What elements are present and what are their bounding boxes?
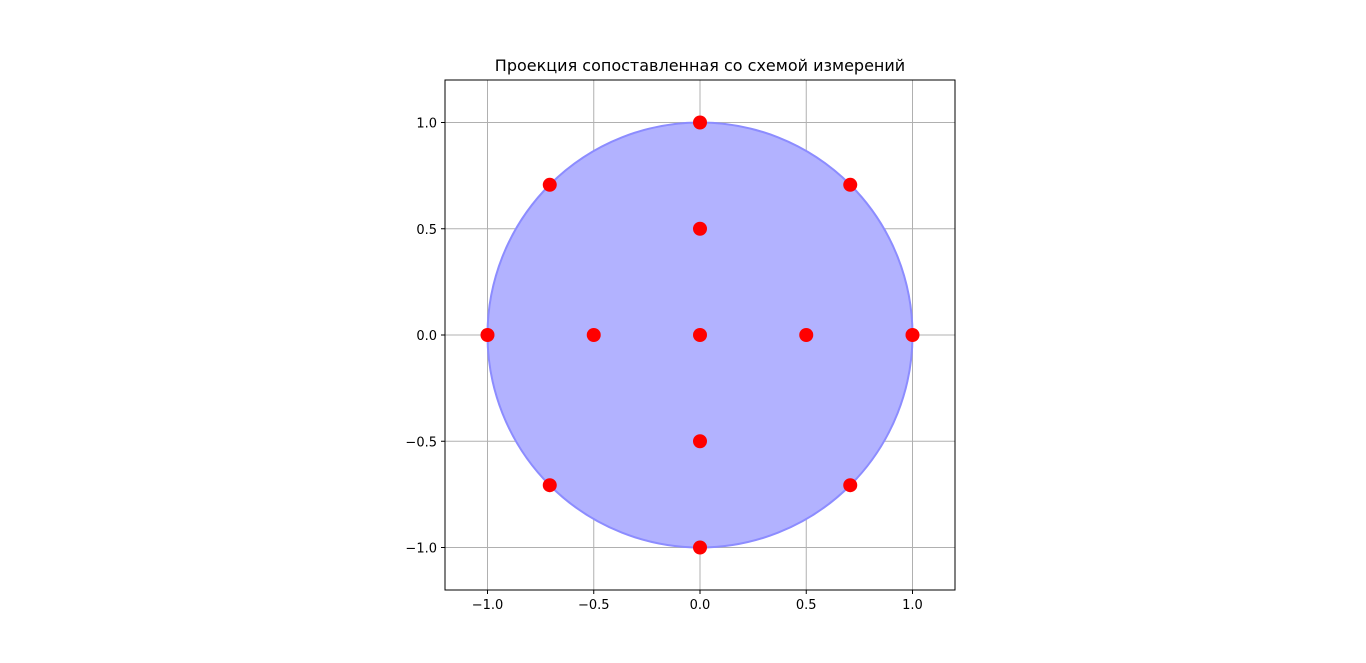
- x-tick-label-1: −0.5: [578, 598, 610, 613]
- data-point-8: [905, 328, 920, 342]
- data-point-9: [693, 434, 707, 449]
- data-point-1: [542, 177, 557, 192]
- data-point-5: [586, 328, 601, 342]
- data-point-2: [843, 177, 858, 192]
- chart-title: Проекция сопоставленная со схемой измере…: [495, 56, 905, 75]
- data-point-6: [693, 328, 707, 342]
- x-tick-label-0: −1.0: [472, 598, 504, 613]
- data-point-7: [799, 328, 814, 342]
- x-tick-label-2: 0.0: [690, 598, 711, 613]
- data-point-0: [693, 115, 707, 130]
- data-point-10: [542, 478, 557, 493]
- y-tick-label-1: −0.5: [405, 435, 437, 450]
- y-tick-label-2: 0.0: [416, 329, 437, 344]
- axis-ticks: −1.0 −0.5 0.0 0.5 1.0 −1.0 −0.5 0.0 0.5 1.0: [405, 117, 922, 614]
- data-points: [480, 115, 920, 555]
- y-tick-label-0: −1.0: [405, 542, 437, 557]
- y-tick-label-3: 0.5: [416, 223, 437, 238]
- y-tick-label-4: 1.0: [416, 117, 437, 132]
- data-point-3: [693, 221, 707, 236]
- data-point-11: [843, 478, 858, 493]
- x-tick-label-4: 1.0: [902, 598, 923, 613]
- data-point-4: [480, 328, 495, 342]
- data-point-12: [693, 540, 707, 555]
- x-tick-label-3: 0.5: [796, 598, 817, 613]
